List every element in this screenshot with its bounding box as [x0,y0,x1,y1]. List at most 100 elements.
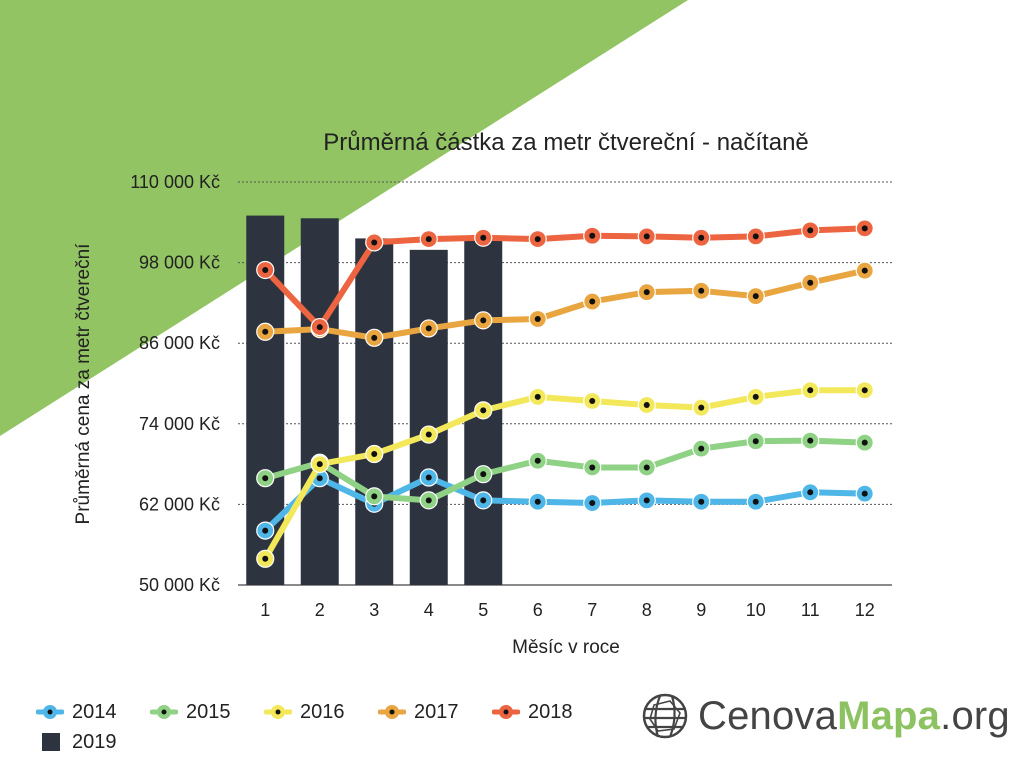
point-center [480,317,487,324]
point-center [698,234,705,241]
x-axis-label: Měsíc v roce [512,637,620,658]
y-tick-label: 98 000 Kč [139,253,220,273]
legend-label: 2014 [72,700,117,723]
legend-item-2014: 2014 [36,700,150,724]
y-axis-label: Průměrná cena za metr čtvereční [73,243,94,525]
y-tick-label: 50 000 Kč [139,575,220,595]
point-center [861,439,868,446]
point-center [425,325,432,332]
legend-bar-swatch [42,733,60,751]
point-center [371,334,378,341]
x-tick-label: 2 [315,600,325,620]
point-center [643,289,650,296]
background-triangle [0,0,688,436]
point-center [262,475,269,482]
point-center [752,233,759,240]
point-center [643,401,650,408]
point-center [643,464,650,471]
point-center [534,457,541,464]
series-line-2017 [262,267,868,341]
point-center [807,227,814,234]
point-center [589,464,596,471]
point-center [807,489,814,496]
point-center [861,267,868,274]
x-ticks: 1 2 3 4 5 6 7 8 9 10 11 12 [260,600,875,620]
point-center [752,438,759,445]
point-center [371,451,378,458]
point-center [534,236,541,243]
point-center [371,239,378,246]
series-line-2018 [262,225,868,331]
point-center [807,279,814,286]
legend-item-2018: 2018 [492,700,606,724]
legend-label: 2017 [414,700,459,723]
y-tick-label: 86 000 Kč [139,333,220,353]
point-center [589,298,596,305]
point-center [425,431,432,438]
legend-line-swatch [378,705,406,719]
grid [238,181,892,586]
series-line-2016 [262,387,868,562]
point-center [698,498,705,505]
globe-grid-icon [642,693,688,739]
legend-line-swatch [36,705,64,719]
point-center [371,493,378,500]
point-center [589,500,596,507]
series-2017 [256,261,874,347]
point-center [425,236,432,243]
legend-line-swatch [150,705,178,719]
series-line-2015 [262,437,868,504]
legend-item-2017: 2017 [378,700,492,724]
y-tick-label: 110 000 Kč [130,172,220,192]
y-tick-label: 62 000 Kč [139,494,220,514]
point-center [262,328,269,335]
point-center [589,232,596,239]
point-center [480,471,487,478]
point-center [752,293,759,300]
x-tick-label: 7 [587,600,597,620]
point-center [698,287,705,294]
legend-item-2015: 2015 [150,700,264,724]
point-center [752,393,759,400]
legend-item-2016: 2016 [264,700,378,724]
point-center [262,527,269,534]
y-ticks: 50 000 Kč 62 000 Kč 74 000 Kč 86 000 Kč 98 0… [130,172,220,595]
point-center [262,555,269,562]
legend-line-swatch [264,705,292,719]
point-center [480,497,487,504]
point-center [316,475,323,482]
series-2018 [256,219,874,337]
x-tick-label: 1 [260,600,270,620]
point-center [534,393,541,400]
point-center [698,445,705,452]
point-center [534,498,541,505]
point-center [589,397,596,404]
x-tick-label: 4 [424,600,434,620]
x-tick-label: 3 [369,600,379,620]
legend-label: 2015 [186,700,231,723]
point-center [698,404,705,411]
bar-2019 [355,238,394,586]
x-tick-label: 5 [478,600,488,620]
x-tick-label: 12 [855,600,875,620]
point-center [262,266,269,273]
point-center [480,407,487,414]
point-center [316,324,323,331]
point-center [861,490,868,497]
point-center [425,497,432,504]
chart-title: Průměrná částka za metr čtvereční - načí… [323,129,809,156]
point-center [643,233,650,240]
point-center [861,225,868,232]
x-tick-label: 11 [801,600,820,620]
logo: CenovaMapa.org [640,686,1010,746]
legend-item-2019: 2019 [36,730,150,754]
x-tick-label: 10 [746,600,766,620]
series-lines [256,219,874,568]
x-tick-label: 9 [696,600,706,620]
y-tick-label: 74 000 Kč [139,414,220,434]
point-center [643,497,650,504]
legend-label: 2016 [300,700,345,723]
point-center [480,234,487,241]
x-tick-label: 6 [533,600,543,620]
